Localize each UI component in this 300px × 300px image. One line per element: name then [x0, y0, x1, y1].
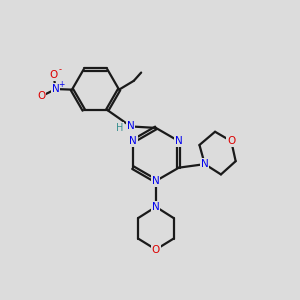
Text: O: O: [152, 244, 160, 254]
Text: +: +: [58, 80, 65, 89]
Text: N: N: [127, 122, 135, 131]
Text: N: N: [175, 136, 183, 146]
Text: -: -: [58, 65, 61, 74]
Text: H: H: [116, 123, 123, 133]
Text: N: N: [52, 84, 60, 94]
Text: N: N: [129, 136, 137, 146]
Text: O: O: [37, 92, 45, 101]
Text: N: N: [201, 159, 208, 169]
Text: N: N: [152, 176, 160, 186]
Text: O: O: [227, 136, 236, 146]
Text: O: O: [49, 70, 58, 80]
Text: N: N: [152, 202, 160, 212]
